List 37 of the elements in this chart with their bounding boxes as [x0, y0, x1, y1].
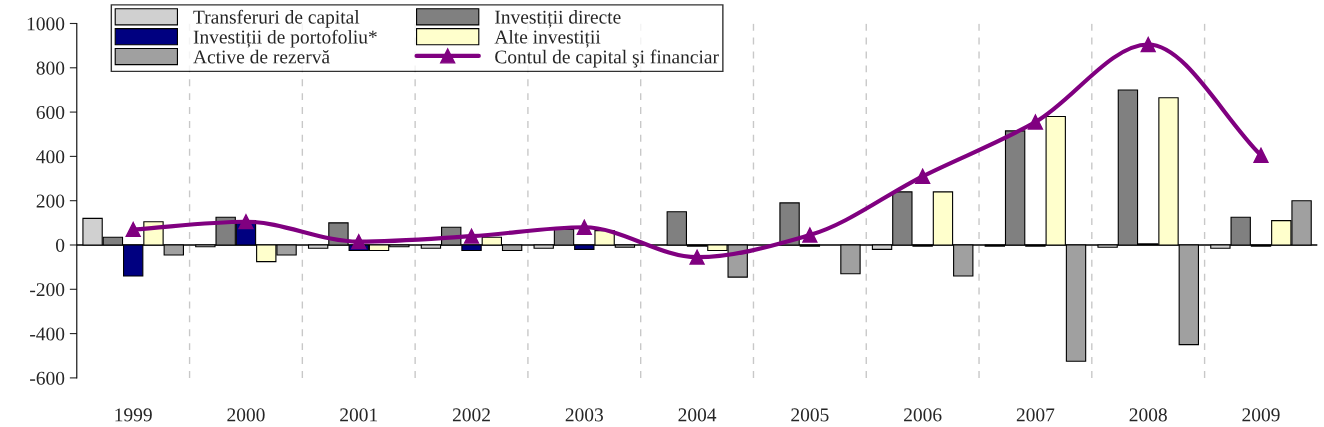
- x-tick-label: 2001: [340, 408, 378, 422]
- x-tick-label: 2002: [452, 408, 490, 422]
- x-tick-label: 2003: [565, 408, 603, 422]
- point: [576, 219, 592, 235]
- x-tick-label: 2007: [1016, 408, 1055, 422]
- x-tick-label: 2006: [904, 408, 942, 422]
- x-tick-label: 2009: [1242, 408, 1280, 422]
- legend-label: Contul de capital şi financiar: [495, 49, 719, 68]
- y-tick-label: -200: [30, 283, 65, 297]
- legend-label: Investiții directe: [495, 10, 621, 28]
- point: [125, 221, 141, 238]
- y-tick-label: -600: [30, 371, 65, 385]
- point: [1027, 114, 1044, 130]
- y-tick-label: 200: [36, 194, 65, 208]
- x-tick-label: 2000: [227, 408, 265, 422]
- legend-label: Transferuri de capital: [193, 9, 360, 28]
- point: [238, 214, 254, 230]
- y-tick-label: 400: [36, 150, 65, 164]
- legend-label: Alte investiții: [494, 29, 601, 48]
- point: [351, 234, 367, 250]
- x-tick-label: 2005: [791, 408, 829, 422]
- x-tick-label: 2008: [1129, 408, 1167, 422]
- point: [915, 168, 931, 184]
- point: [1140, 36, 1156, 53]
- x-tick-label: 1999: [115, 408, 152, 422]
- y-tick-label: 0: [56, 238, 65, 252]
- point: [463, 228, 480, 244]
- y-tick-label: 1000: [27, 17, 65, 31]
- point: [1253, 147, 1269, 163]
- y-tick-label: 800: [36, 61, 65, 75]
- y-tick-label: -400: [30, 327, 65, 341]
- x-tick-label: 2004: [678, 408, 717, 422]
- point: [802, 227, 818, 243]
- point: [689, 249, 705, 265]
- legend-label: Investiții de portofoliu*: [193, 29, 377, 48]
- legend-label: Active de rezervă: [193, 49, 330, 64]
- y-tick-label: 600: [36, 105, 65, 120]
